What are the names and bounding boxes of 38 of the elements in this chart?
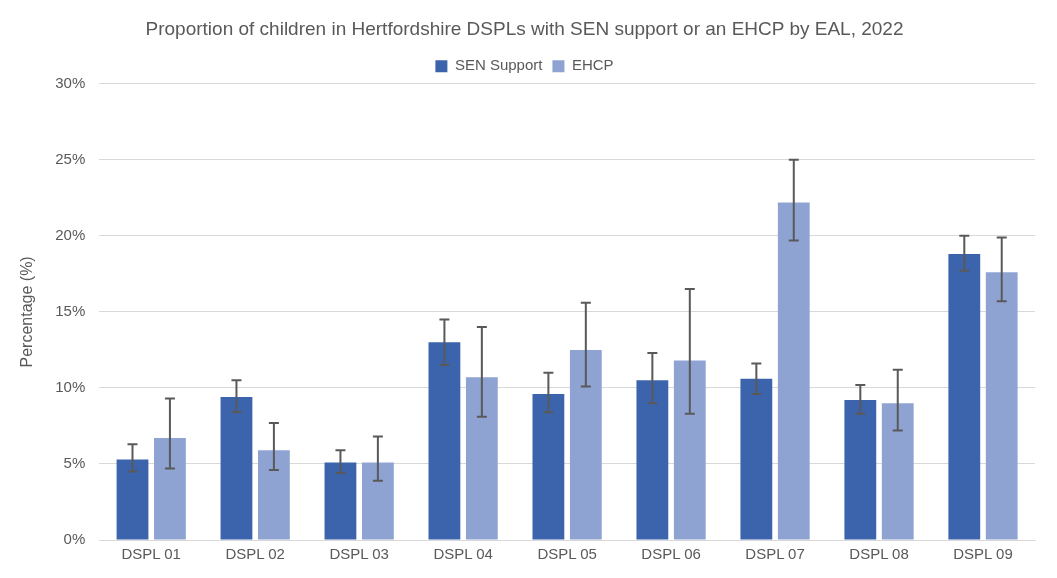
bar [116, 459, 149, 540]
x-tick-label: DSPL 04 [433, 545, 493, 563]
bar [636, 380, 669, 540]
x-tick-label: DSPL 03 [329, 545, 389, 563]
x-tick-label: DSPL 01 [121, 545, 181, 563]
bar [881, 403, 914, 540]
bar [532, 394, 565, 540]
bar [428, 342, 461, 540]
x-tick-label: DSPL 06 [641, 545, 701, 563]
y-tick-label: 20% [55, 226, 86, 244]
bar [465, 377, 498, 540]
bar [220, 397, 253, 540]
y-tick-label: 25% [55, 149, 86, 167]
x-tick-label: DSPL 02 [225, 545, 285, 563]
x-tick-label: DSPL 09 [953, 545, 1013, 563]
bar [740, 378, 773, 540]
chart-title: Proportion of children in Hertfordshire DSPLs with SEN support or an EHCP by EAL, 2022 [145, 17, 904, 39]
bar [985, 272, 1018, 540]
bar [361, 462, 394, 540]
bar [324, 462, 357, 540]
bar [948, 254, 981, 540]
x-tick-label: DSPL 05 [537, 545, 597, 563]
x-tick-label: DSPL 08 [849, 545, 909, 563]
y-tick-label: 0% [63, 530, 86, 548]
y-tick-label: 30% [55, 73, 86, 91]
y-tick-label: 10% [55, 378, 86, 396]
legend-label: SEN Support [454, 56, 544, 74]
bar [569, 349, 602, 540]
y-tick-label: 15% [55, 302, 86, 320]
bar [154, 438, 186, 540]
bar [673, 360, 706, 540]
x-tick-label: DSPL 07 [745, 545, 805, 563]
y-axis-title: Percentage (%) [18, 256, 36, 368]
bar [844, 400, 877, 540]
bar [257, 450, 290, 540]
y-tick-label: 5% [63, 454, 86, 472]
bar [777, 202, 810, 540]
legend-label: EHCP [571, 56, 614, 74]
